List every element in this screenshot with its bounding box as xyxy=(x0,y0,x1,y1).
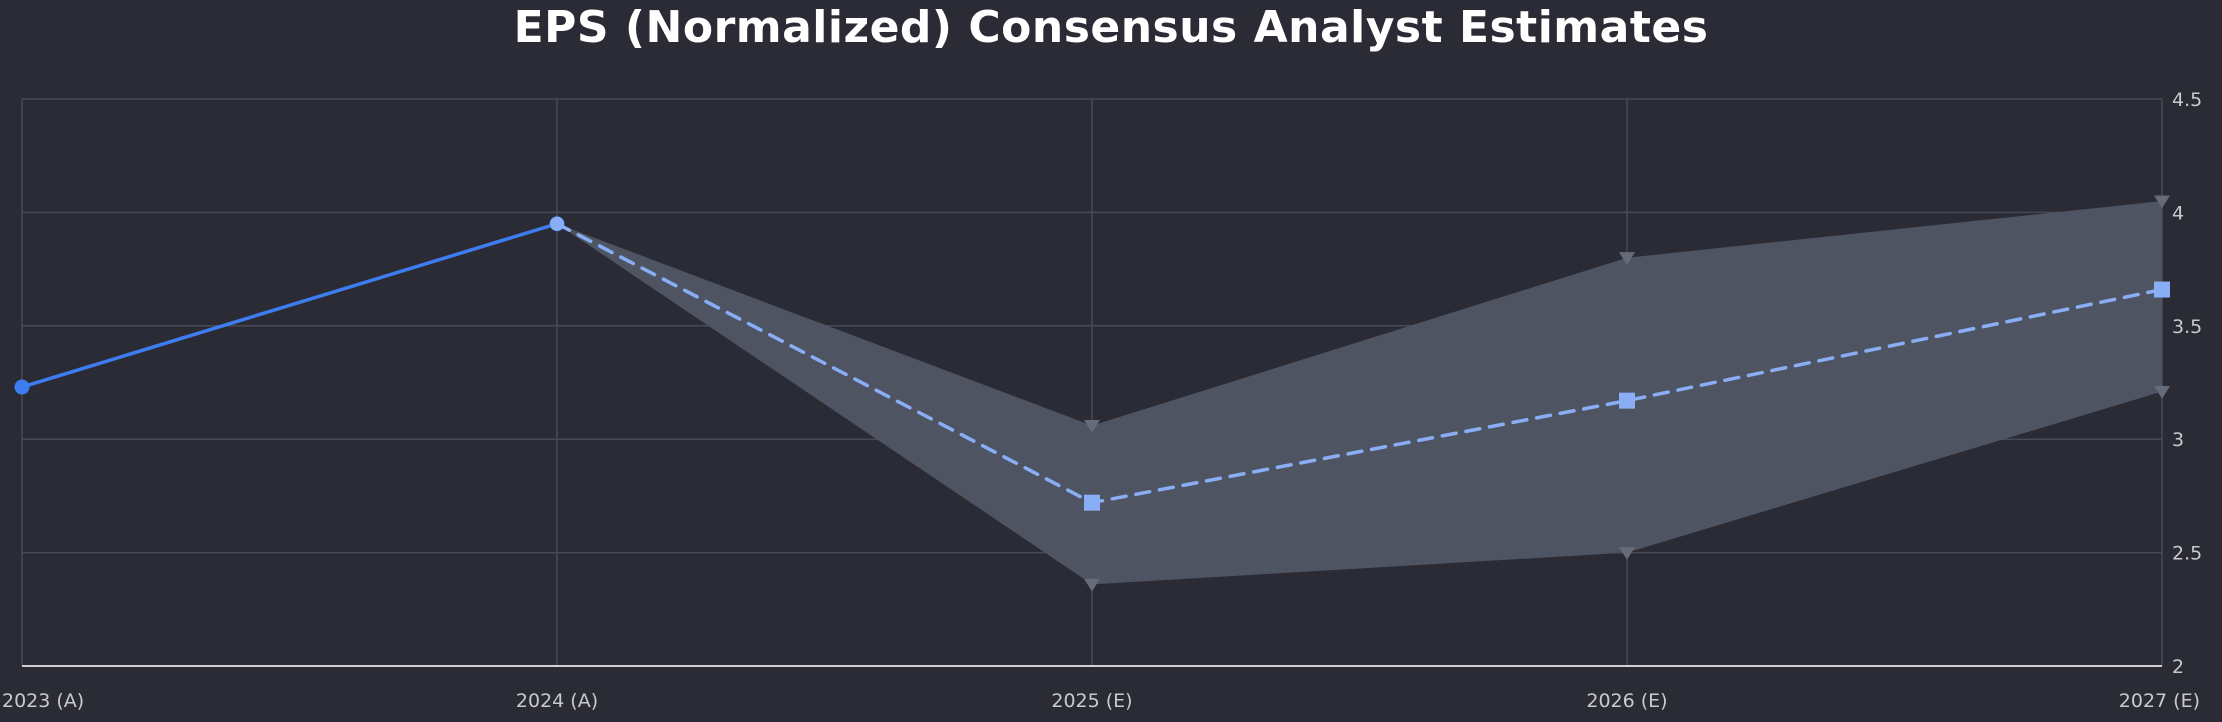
consensus-point xyxy=(1084,494,1100,511)
estimate-range-band xyxy=(557,201,2162,585)
range-high-marker xyxy=(1084,419,1100,433)
chart-title: EPS (Normalized) Consensus Analyst Estim… xyxy=(513,2,1709,53)
actual-series-line xyxy=(20,221,559,389)
consensus-series-line xyxy=(555,221,2164,505)
x-tick-label: 2024 (A) xyxy=(516,690,598,712)
actual-point xyxy=(14,379,30,395)
y-tick-label: 4 xyxy=(2172,202,2184,224)
range-low-marker xyxy=(2154,385,2170,399)
consensus-point xyxy=(1619,392,1635,409)
series-layer xyxy=(14,216,2170,511)
x-tick-label: 2023 (A) xyxy=(2,690,84,712)
consensus-point xyxy=(2154,281,2170,298)
range-band-area xyxy=(557,201,2162,585)
y-tick-label: 2 xyxy=(2172,656,2184,678)
y-tick-label: 3.5 xyxy=(2172,316,2202,338)
x-tick-label: 2027 (E) xyxy=(2119,690,2200,712)
range-high-marker xyxy=(2154,195,2170,209)
range-low-marker xyxy=(1084,578,1100,592)
tick-label-layer: 2 2.5 3 3.5 4 4.5 2023 (A) 2024 (A) 2025 (E) 2026… xyxy=(2,89,2202,712)
y-tick-label: 4.5 xyxy=(2172,89,2202,111)
consensus-point xyxy=(550,216,564,231)
range-high-marker xyxy=(1619,252,1635,265)
range-low-marker xyxy=(1619,547,1635,560)
y-tick-label: 3 xyxy=(2172,429,2184,451)
x-tick-label: 2025 (E) xyxy=(1051,690,1132,712)
x-tick-label: 2026 (E) xyxy=(1586,690,1667,712)
y-tick-label: 2.5 xyxy=(2172,543,2202,565)
range-marker-layer xyxy=(1084,195,2170,592)
